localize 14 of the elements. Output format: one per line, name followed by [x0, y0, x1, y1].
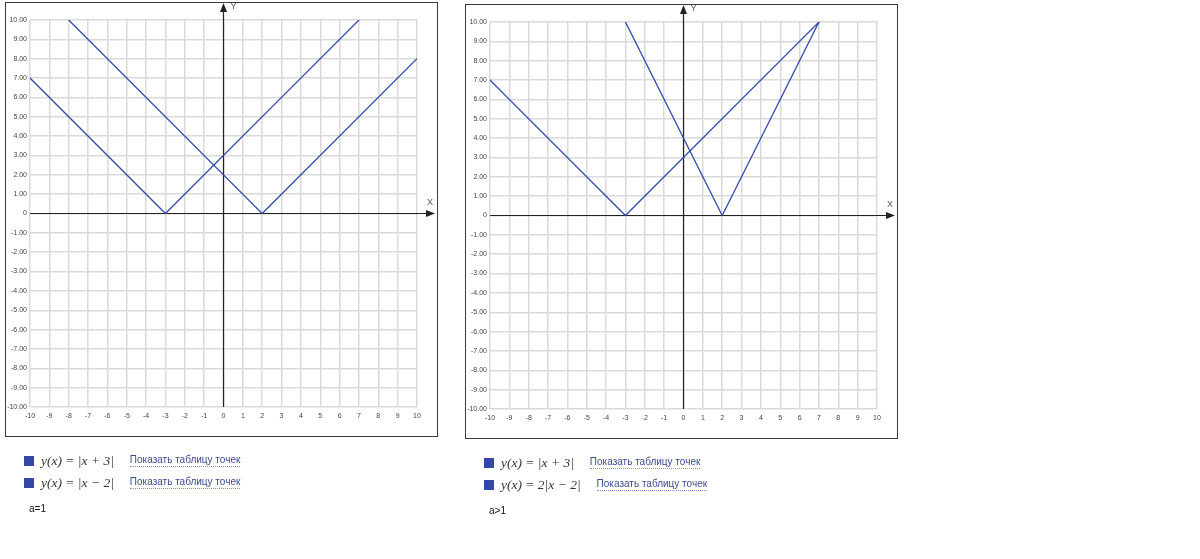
legend-label: y(x) = |x − 2| — [39, 474, 114, 490]
legend-label: y(x) = |x + 3| — [499, 454, 574, 470]
x-axis-title: X — [426, 196, 434, 207]
y-axis-title: Y — [230, 1, 237, 12]
y-axis-title: Y — [690, 3, 697, 14]
text: Показать таблицу точек — [129, 476, 241, 489]
text: a=1 — [29, 502, 47, 514]
text: Показать таблицу точек — [596, 478, 708, 491]
text: a>1 — [489, 504, 507, 516]
text: Показать таблицу точек — [589, 456, 701, 469]
legend-label: y(x) = |x + 3| — [39, 452, 114, 468]
text: Показать таблицу точек — [129, 454, 241, 467]
x-axis-title: X — [886, 198, 894, 209]
legend-label: y(x) = 2|x − 2| — [499, 476, 581, 492]
